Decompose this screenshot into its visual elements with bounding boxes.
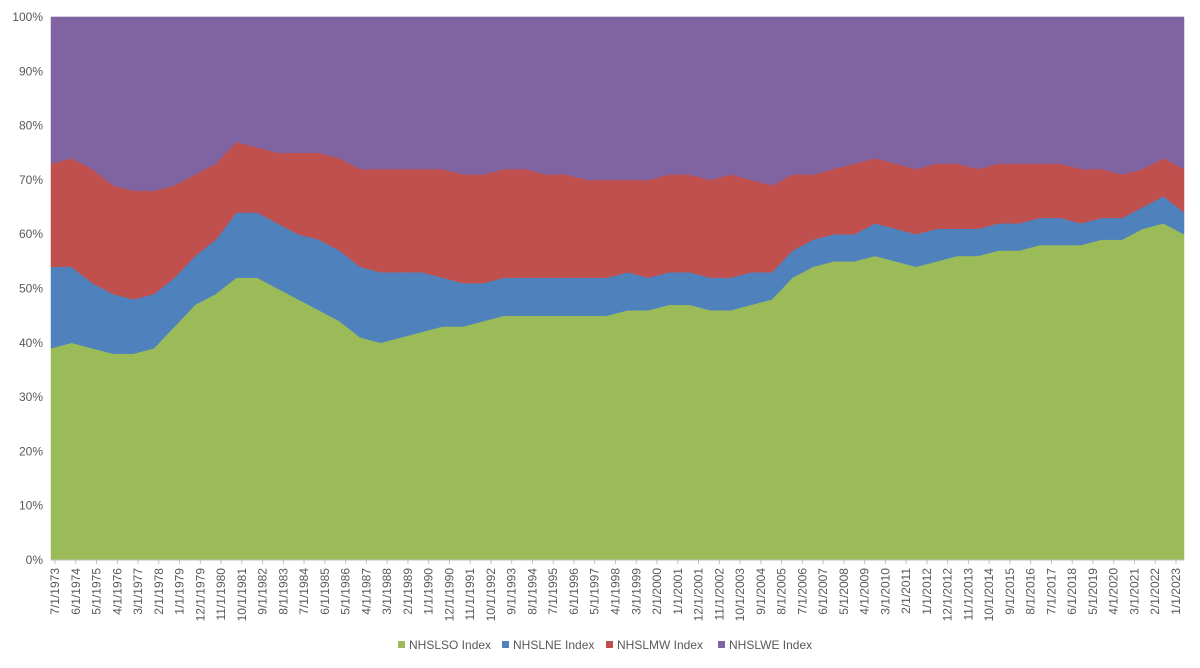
- x-tick-label: 9/1/2004: [754, 568, 768, 615]
- y-tick-label: 90%: [19, 64, 43, 78]
- x-tick-label: 4/1/2020: [1107, 568, 1121, 615]
- y-tick-label: 40%: [19, 336, 43, 350]
- x-tick-label: 10/1/1981: [235, 568, 249, 622]
- x-tick-label: 7/1/1984: [297, 568, 311, 615]
- x-tick-label: 11/1/1991: [463, 568, 477, 621]
- x-tick-label: 4/1/1976: [110, 568, 124, 615]
- x-tick-label: 5/1/2008: [837, 568, 851, 615]
- x-tick-label: 1/1/1990: [422, 568, 436, 615]
- x-tick-label: 11/1/1980: [214, 568, 228, 621]
- legend-label: NHSLNE Index: [513, 638, 594, 652]
- legend-swatch: [718, 641, 725, 648]
- y-tick-label: 0%: [26, 553, 44, 567]
- x-tick-label: 4/1/1987: [359, 568, 373, 615]
- x-tick-label: 2/1/1978: [152, 568, 166, 615]
- x-tick-label: 9/1/2015: [1003, 568, 1017, 615]
- x-tick-label: 5/1/1997: [588, 568, 602, 615]
- area-series-4: [50, 16, 1185, 192]
- x-tick-label: 11/1/2002: [712, 568, 726, 621]
- x-tick-label: 2/1/1989: [401, 568, 415, 615]
- x-tick-label: 3/1/2010: [878, 568, 892, 615]
- x-tick-label: 12/1/2012: [941, 568, 955, 622]
- legend: NHSLSO Index NHSLNE Index NHSLMW Index NHSL…: [398, 638, 812, 652]
- x-tick-label: 3/1/1977: [131, 568, 145, 615]
- x-tick-label: 10/1/2003: [733, 568, 747, 622]
- x-tick-label: 8/1/1994: [525, 568, 539, 615]
- legend-label: NHSLMW Index: [617, 638, 703, 652]
- legend-swatch: [502, 641, 509, 648]
- x-tick-label: 12/1/2001: [692, 568, 706, 622]
- x-tick-label: 8/1/2005: [775, 568, 789, 615]
- x-tick-label: 3/1/1988: [380, 568, 394, 615]
- x-tick-label: 8/1/1983: [276, 568, 290, 615]
- y-tick-label: 80%: [19, 119, 43, 133]
- y-tick-label: 100%: [12, 10, 43, 24]
- x-tick-label: 6/1/2007: [816, 568, 830, 615]
- x-tick-label: 10/1/2014: [982, 568, 996, 622]
- legend-swatch: [398, 641, 405, 648]
- x-tick-label: 6/1/1985: [318, 568, 332, 615]
- x-tick-label: 5/1/1986: [339, 568, 353, 615]
- x-tick-label: 7/1/2006: [795, 568, 809, 615]
- y-tick-label: 50%: [19, 282, 43, 296]
- x-tick-label: 6/1/1996: [567, 568, 581, 615]
- y-tick-label: 10%: [19, 499, 43, 513]
- series-areas: [50, 16, 1185, 561]
- x-tick-label: 7/1/2017: [1044, 568, 1058, 615]
- x-tick-label: 2/1/2022: [1148, 568, 1162, 615]
- y-tick-label: 20%: [19, 444, 43, 458]
- x-tick-label: 4/1/2009: [858, 568, 872, 615]
- y-tick-label: 60%: [19, 227, 43, 241]
- x-tick-label: 11/1/2013: [961, 568, 975, 621]
- x-tick-label: 1/1/1979: [173, 568, 187, 615]
- x-tick-label: 2/1/2000: [650, 568, 664, 615]
- x-tick-label: 3/1/1999: [629, 568, 643, 615]
- x-tick-label: 9/1/1993: [505, 568, 519, 615]
- y-tick-label: 70%: [19, 173, 43, 187]
- y-axis: 0% 10% 20% 30% 40% 50% 60% 70% 80% 90% 100%: [12, 10, 43, 567]
- x-tick-label: 7/1/1995: [546, 568, 560, 615]
- x-tick-label: 2/1/2011: [899, 568, 913, 614]
- x-tick-label: 8/1/2016: [1024, 568, 1038, 615]
- x-tick-label: 1/1/2012: [920, 568, 934, 615]
- x-tick-label: 1/1/2001: [671, 568, 685, 615]
- x-axis: 7/1/1973 6/1/1974 5/1/1975 4/1/1976 3/1/1977…: [48, 560, 1183, 621]
- x-tick-label: 5/1/2019: [1086, 568, 1100, 615]
- x-tick-label: 7/1/1973: [48, 568, 62, 615]
- x-tick-label: 12/1/1979: [193, 568, 207, 622]
- legend-label: NHSLSO Index: [409, 638, 491, 652]
- x-tick-label: 4/1/1998: [609, 568, 623, 615]
- x-tick-label: 1/1/2023: [1169, 568, 1183, 615]
- x-tick-label: 6/1/2018: [1065, 568, 1079, 615]
- x-tick-label: 6/1/1974: [69, 568, 83, 615]
- y-tick-label: 30%: [19, 390, 43, 404]
- x-tick-label: 12/1/1990: [442, 568, 456, 622]
- legend-label: NHSLWE Index: [729, 638, 812, 652]
- x-tick-label: 5/1/1975: [90, 568, 104, 615]
- x-tick-label: 3/1/2021: [1127, 568, 1141, 615]
- legend-swatch: [606, 641, 613, 648]
- x-tick-label: 10/1/1992: [484, 568, 498, 622]
- x-tick-label: 9/1/1982: [256, 568, 270, 615]
